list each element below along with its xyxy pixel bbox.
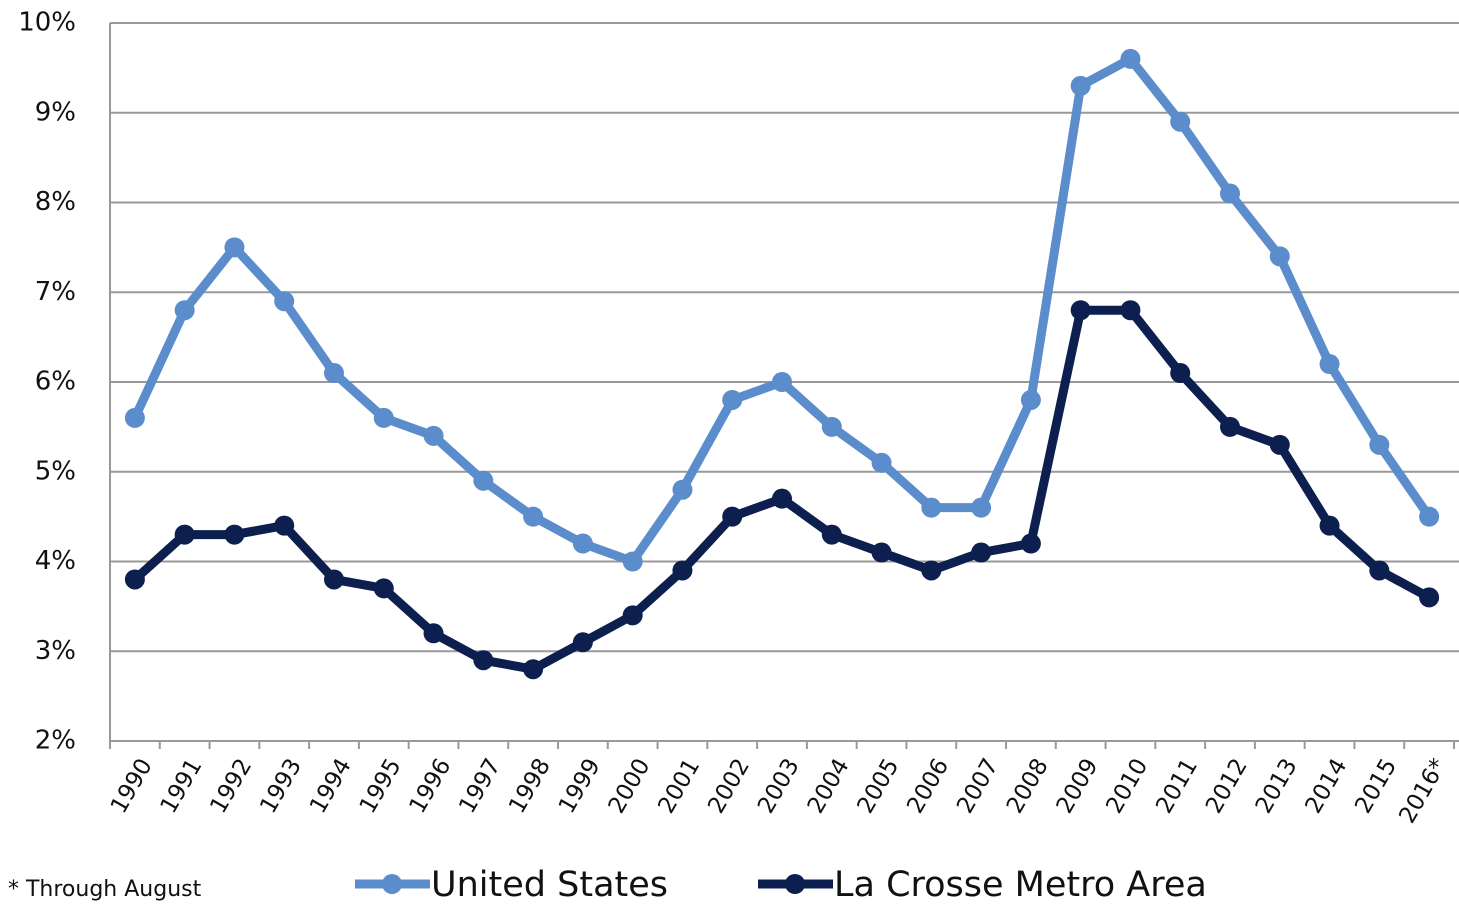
data-point bbox=[1170, 363, 1191, 384]
data-point bbox=[1120, 48, 1141, 69]
x-tick-label: 2005 bbox=[853, 754, 905, 818]
data-point bbox=[1220, 183, 1240, 204]
data-point bbox=[423, 425, 444, 446]
x-tick-label: 1994 bbox=[305, 754, 357, 818]
data-point bbox=[423, 623, 444, 644]
series-line bbox=[130, 54, 1433, 566]
y-tick-label: 6% bbox=[35, 367, 76, 397]
x-tick-label: 2010 bbox=[1101, 754, 1153, 818]
data-point bbox=[1419, 506, 1440, 527]
y-tick-label: 8% bbox=[35, 187, 76, 217]
data-point bbox=[1319, 515, 1340, 536]
data-point bbox=[1369, 434, 1390, 455]
data-point bbox=[1220, 416, 1240, 437]
data-point bbox=[373, 407, 394, 428]
x-tick-label: 2011 bbox=[1151, 754, 1203, 818]
data-point bbox=[224, 524, 245, 545]
data-point bbox=[971, 497, 992, 518]
data-point bbox=[124, 569, 145, 590]
data-point bbox=[324, 569, 344, 590]
x-tick-label: 1992 bbox=[205, 754, 257, 818]
data-point bbox=[274, 291, 295, 312]
x-tick-label: 2015 bbox=[1350, 754, 1402, 818]
data-point bbox=[324, 363, 344, 384]
data-point bbox=[1369, 560, 1390, 581]
y-tick-label: 7% bbox=[35, 277, 76, 307]
data-point bbox=[373, 578, 394, 599]
y-tick-label: 3% bbox=[35, 636, 76, 666]
data-point bbox=[572, 632, 593, 653]
y-tick-label: 4% bbox=[35, 546, 76, 576]
data-point bbox=[772, 488, 792, 509]
data-point bbox=[1070, 300, 1091, 321]
x-tick-label: 1990 bbox=[106, 754, 158, 818]
x-tick-label: 1999 bbox=[554, 754, 606, 818]
data-point bbox=[1020, 533, 1041, 554]
data-point bbox=[821, 416, 842, 437]
legend-label: La Crosse Metro Area bbox=[834, 865, 1207, 905]
x-tick-label: 2013 bbox=[1251, 754, 1303, 818]
data-point bbox=[224, 237, 245, 258]
data-point bbox=[572, 533, 593, 554]
x-tick-label: 2001 bbox=[653, 754, 705, 818]
x-tick-label: 2002 bbox=[703, 754, 755, 818]
data-point bbox=[622, 551, 643, 572]
data-point bbox=[921, 497, 942, 518]
data-point bbox=[772, 372, 792, 392]
data-point bbox=[174, 300, 195, 321]
data-point bbox=[174, 524, 195, 545]
y-tick-label: 2% bbox=[35, 726, 76, 756]
data-point bbox=[1070, 75, 1091, 96]
legend-marker bbox=[785, 874, 805, 894]
data-point bbox=[1419, 587, 1440, 608]
data-point bbox=[622, 605, 643, 626]
x-tick-label: 1995 bbox=[355, 754, 407, 818]
data-point bbox=[722, 389, 743, 410]
data-point bbox=[1120, 300, 1141, 321]
data-point bbox=[1319, 354, 1340, 375]
x-tick-label: 1996 bbox=[405, 754, 457, 818]
data-point bbox=[921, 560, 942, 581]
data-point bbox=[871, 452, 892, 473]
data-point bbox=[523, 659, 544, 680]
data-point bbox=[672, 560, 693, 581]
data-point bbox=[672, 479, 693, 500]
data-point bbox=[274, 515, 295, 536]
y-tick-label: 10% bbox=[18, 8, 76, 38]
data-point bbox=[473, 650, 494, 671]
y-tick-label: 9% bbox=[35, 97, 76, 127]
x-tick-label: 2008 bbox=[1002, 754, 1054, 818]
x-tick-label: 2014 bbox=[1301, 754, 1353, 818]
data-point bbox=[1170, 111, 1191, 132]
y-tick-label: 5% bbox=[35, 456, 76, 486]
data-point bbox=[722, 506, 743, 527]
x-tick-label: 1993 bbox=[255, 754, 307, 818]
data-point bbox=[124, 407, 145, 428]
footnote: * Through August bbox=[8, 877, 202, 902]
data-point bbox=[821, 524, 842, 545]
x-tick-label: 2009 bbox=[1052, 754, 1104, 818]
x-tick-label: 2016* bbox=[1394, 754, 1452, 828]
x-tick-label: 1991 bbox=[156, 754, 208, 818]
x-tick-label: 1997 bbox=[454, 754, 506, 818]
data-point bbox=[1269, 246, 1290, 267]
data-point bbox=[971, 542, 992, 563]
data-point bbox=[473, 470, 494, 491]
legend-marker bbox=[382, 874, 402, 894]
data-point bbox=[1020, 389, 1041, 410]
legend-label: United States bbox=[431, 865, 668, 905]
x-tick-label: 2004 bbox=[803, 754, 855, 818]
x-tick-label: 2006 bbox=[902, 754, 954, 818]
x-tick-label: 2012 bbox=[1201, 754, 1253, 818]
x-tick-label: 2000 bbox=[604, 754, 656, 818]
x-tick-label: 2007 bbox=[952, 754, 1004, 818]
data-point bbox=[871, 542, 892, 563]
data-point bbox=[1269, 434, 1290, 455]
data-point bbox=[523, 506, 544, 527]
x-tick-label: 2003 bbox=[753, 754, 805, 818]
x-tick-label: 1998 bbox=[504, 754, 556, 818]
